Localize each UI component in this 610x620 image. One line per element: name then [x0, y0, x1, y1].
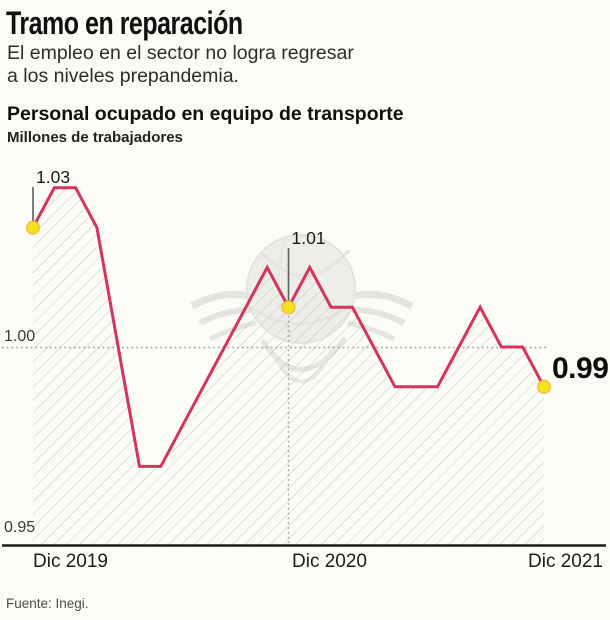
- annotation-value-dic-2021: 0.99: [552, 351, 609, 385]
- page-title: Tramo en reparación: [6, 5, 243, 41]
- xtick-dic-2019: Dic 2019: [33, 551, 108, 572]
- ytick-1-00: 1.00: [4, 328, 36, 345]
- annotation-callout-lines: [32, 187, 290, 303]
- annotation-dots: [25, 220, 552, 395]
- subtitle-line-2: a los niveles prepandemia.: [7, 65, 239, 87]
- xtick-dic-2021: Dic 2021: [528, 551, 603, 572]
- ytick-0-95: 0.95: [4, 519, 36, 536]
- source-credit: Fuente: Inegi.: [6, 596, 89, 611]
- chart-title: Personal ocupado en equipo de transporte: [7, 103, 404, 125]
- xtick-dic-2020: Dic 2020: [292, 551, 367, 572]
- chart-units-label: Millones de trabajadores: [7, 129, 183, 146]
- subtitle-line-1: El empleo en el sector no logra regresar: [7, 42, 354, 64]
- annotation-value-dic-2020: 1.01: [291, 228, 326, 248]
- area-fill-hatched: [33, 187, 544, 546]
- annotation-value-dic-2019: 1.03: [36, 167, 71, 187]
